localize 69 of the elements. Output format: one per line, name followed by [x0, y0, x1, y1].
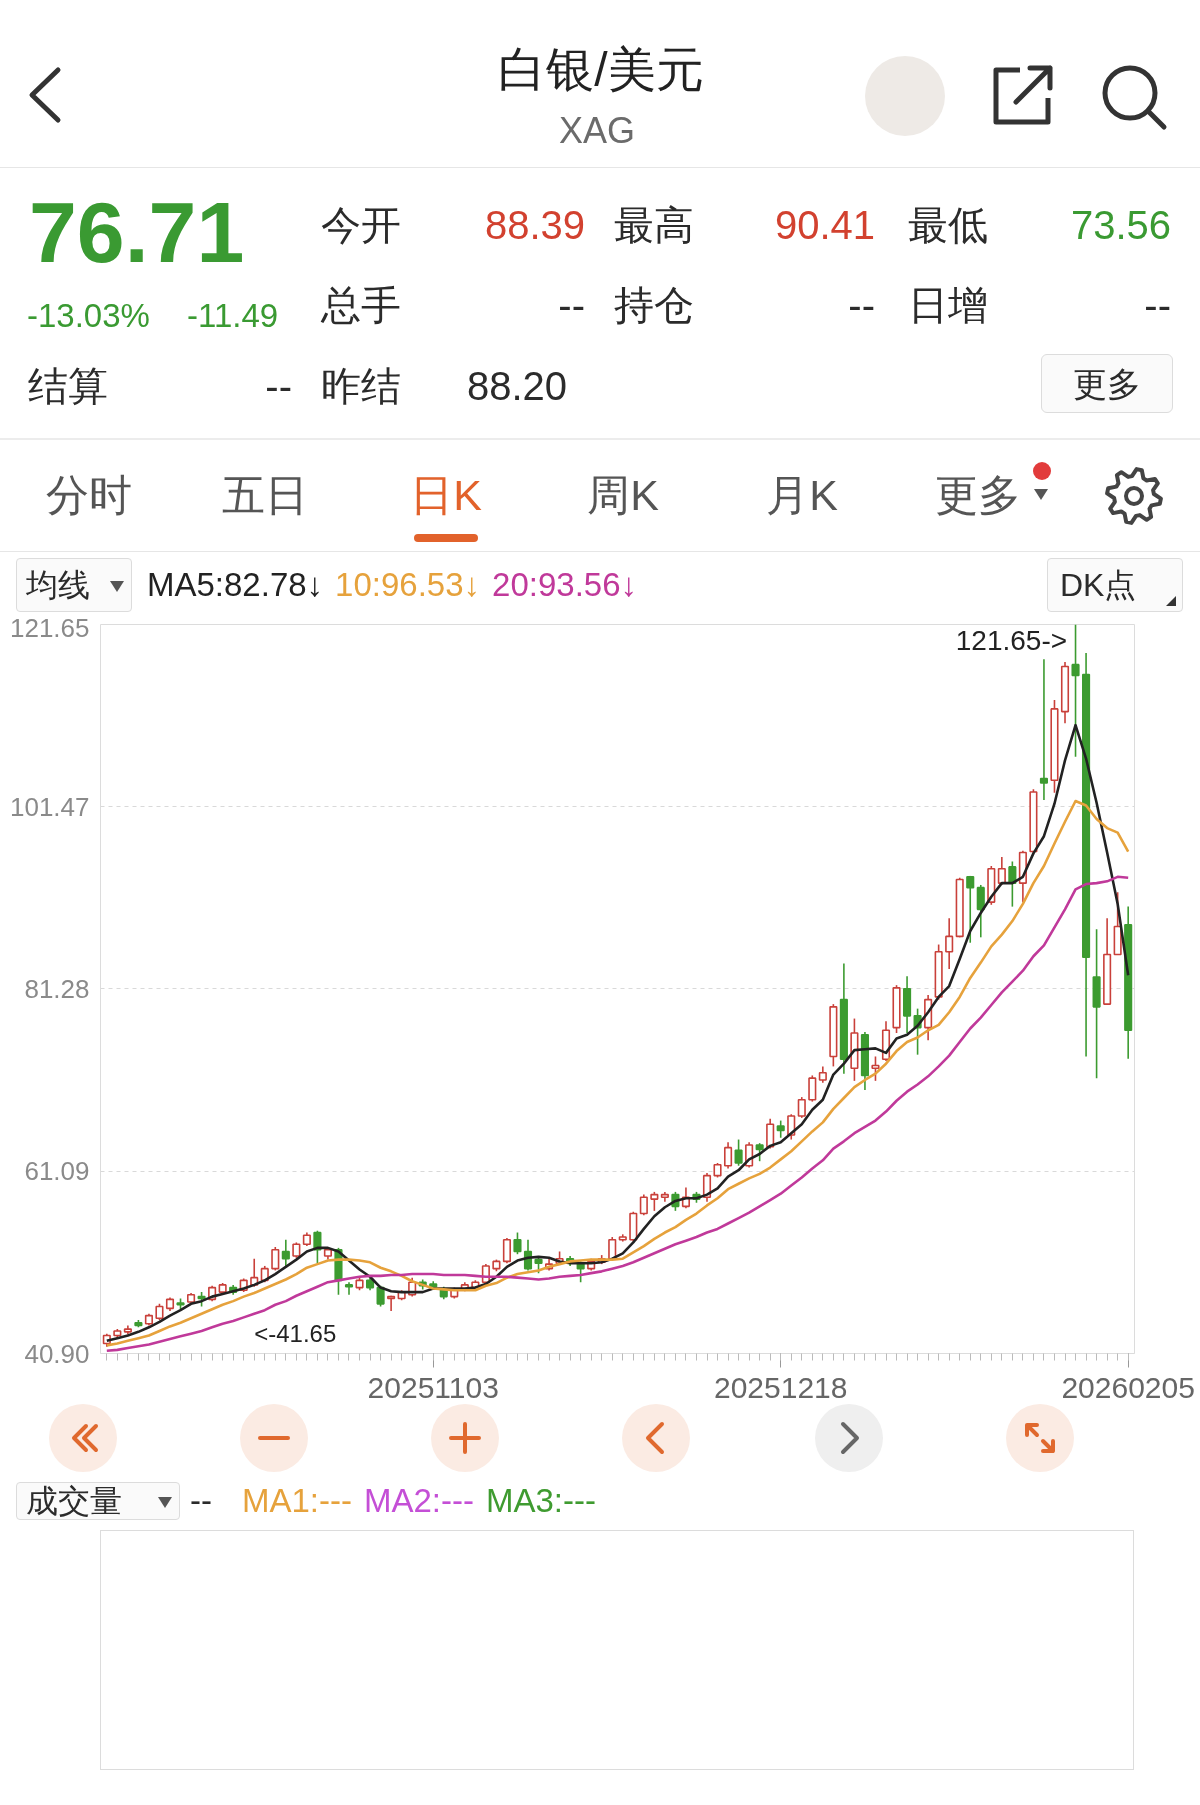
text: -- [558, 282, 585, 329]
candlestick [766, 1117, 775, 1150]
text: 日K [410, 470, 482, 522]
candlestick [945, 917, 954, 970]
y-tick-label: 121.65 [9, 612, 90, 643]
text: MA5:82.78↓ [147, 565, 324, 606]
candlestick [650, 1191, 659, 1212]
text: 结算 [28, 363, 108, 410]
text: 10:96.53↓ [335, 565, 481, 606]
text: 最低 [908, 202, 988, 249]
text: 88.20 [467, 363, 568, 410]
text: 月K [766, 470, 838, 522]
text: 均线 [26, 565, 90, 605]
text: -11.49 [187, 296, 279, 336]
text: -- [848, 282, 875, 329]
candlestick [966, 875, 975, 944]
text: 更多 [935, 470, 1021, 522]
candlestick [797, 1096, 806, 1119]
candlestick [871, 1055, 880, 1082]
text: 周K [587, 470, 659, 522]
candlestick [976, 884, 985, 939]
text: -13.03% [27, 296, 150, 336]
x-tick-label: 20251218 [713, 1370, 848, 1404]
y-tick-label: 61.09 [24, 1156, 90, 1187]
text: 76.71 [29, 183, 245, 283]
candlestick [1071, 624, 1080, 758]
text: 成交量 [26, 1481, 122, 1521]
text: 今开 [321, 202, 401, 249]
candlestick [1039, 658, 1049, 801]
text: 90.41 [774, 202, 875, 249]
text: MA1:--- [241, 1481, 352, 1522]
text: -- [265, 363, 292, 410]
candlestick [502, 1237, 511, 1265]
y-tick-label: 81.28 [24, 973, 90, 1004]
text: 更多 [1073, 363, 1141, 405]
text: -- [1144, 282, 1171, 329]
text: 73.56 [1070, 202, 1171, 249]
candlestick [997, 856, 1006, 886]
text: 五日 [222, 470, 308, 522]
text: MA2:--- [363, 1481, 474, 1522]
text: 日增 [908, 282, 988, 329]
candlestick [344, 1281, 354, 1296]
y-tick-label: 40.90 [24, 1338, 90, 1369]
x-tick-label: 20251103 [367, 1370, 499, 1404]
text: MA3:--- [485, 1481, 596, 1522]
text: 20:93.56↓ [492, 565, 638, 606]
annotation: 121.65-> [955, 624, 1068, 656]
text: 白银/美元 [498, 42, 704, 99]
candlestick [387, 1294, 396, 1312]
text: 88.39 [484, 202, 585, 249]
text: DK点 [1060, 565, 1137, 605]
text: 分时 [46, 470, 132, 522]
candlestick [513, 1231, 522, 1255]
candlestick [281, 1238, 290, 1267]
x-tick-label: 20260205 [1061, 1370, 1195, 1404]
text: 最高 [614, 202, 694, 249]
text: 昨结 [321, 363, 401, 410]
text: 持仓 [614, 282, 694, 329]
text: -- [190, 1481, 212, 1522]
text: 总手 [321, 282, 401, 329]
candlestick [639, 1193, 648, 1217]
candlestick [734, 1138, 743, 1167]
candlestick [755, 1142, 764, 1163]
candlestick [271, 1246, 280, 1272]
annotation: <-41.65 [254, 1319, 337, 1347]
candlestick [724, 1141, 733, 1170]
candlestick [808, 1074, 817, 1103]
text: XAG [558, 109, 636, 153]
y-tick-label: 101.47 [9, 791, 90, 822]
